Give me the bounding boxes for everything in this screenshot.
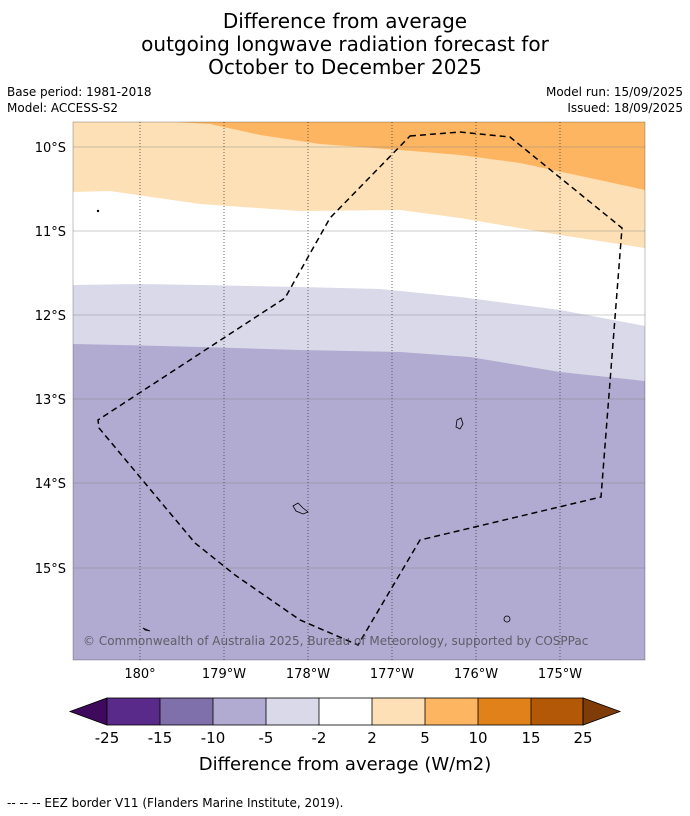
eez-legend: -- -- -- EEZ border V11 (Flanders Marine… — [7, 796, 344, 810]
island-5 — [96, 209, 100, 213]
map-area[interactable]: © Commonwealth of Australia 2025, Bureau… — [73, 122, 645, 660]
colorbar-swatch — [319, 698, 372, 725]
colorbar-swatch — [213, 698, 266, 725]
islands — [96, 209, 511, 632]
colorbar-swatch — [372, 698, 425, 725]
colorbar-tick: -2 — [312, 729, 327, 747]
colorbar-tick: 25 — [573, 729, 592, 747]
island-3 — [503, 615, 511, 623]
lon-label: 178°W — [286, 667, 330, 682]
copyright-text: © Commonwealth of Australia 2025, Bureau… — [83, 634, 588, 648]
lon-label: 179°W — [202, 667, 246, 682]
title-line-1: Difference from average — [222, 9, 468, 33]
colorbar-tick: -25 — [95, 729, 120, 747]
island-2 — [292, 502, 309, 515]
colorbar: -25 -15 -10 -5 -2 2 5 10 15 25 Differenc… — [68, 697, 622, 775]
lat-gridlines — [73, 146, 645, 569]
lat-label: 13°S — [35, 393, 66, 408]
lat-label: 11°S — [35, 225, 66, 240]
title-line-3: October to December 2025 — [208, 55, 482, 79]
lat-label: 14°S — [35, 477, 66, 492]
lon-label: 180° — [124, 667, 155, 682]
colorbar-label: Difference from average (W/m2) — [199, 754, 491, 775]
eez-border — [97, 131, 623, 646]
colorbar-swatch — [266, 698, 319, 725]
colorbar-swatch — [531, 698, 583, 725]
lon-labels: 180° 179°W 178°W 177°W 176°W 175°W — [124, 667, 582, 682]
colorbar-tick: -10 — [201, 729, 226, 747]
lat-label: 12°S — [35, 309, 66, 324]
colorbar-swatch — [107, 698, 160, 725]
lon-label: 176°W — [454, 667, 498, 682]
lon-label: 175°W — [538, 667, 582, 682]
colorbar-swatch-under — [68, 697, 108, 726]
model-name: Model: ACCESS-S2 — [7, 101, 119, 115]
lat-label: 15°S — [35, 562, 66, 577]
colorbar-tick: 2 — [367, 729, 377, 747]
lon-label: 177°W — [370, 667, 414, 682]
lat-labels: 10°S 11°S 12°S 13°S 14°S 15°S — [35, 141, 66, 577]
colorbar-ticks: -25 -15 -10 -5 -2 2 5 10 15 25 — [95, 729, 593, 747]
colorbar-tick: 10 — [468, 729, 487, 747]
colorbar-tick: -15 — [148, 729, 173, 747]
colorbar-tick: -5 — [259, 729, 274, 747]
title-line-2: outgoing longwave radiation forecast for — [141, 32, 549, 56]
colorbar-tick: 15 — [521, 729, 540, 747]
colorbar-swatch — [425, 698, 478, 725]
colorbar-swatch — [478, 698, 531, 725]
colorbar-swatch-over — [582, 697, 622, 726]
colorbar-swatch — [160, 698, 213, 725]
base-period: Base period: 1981-2018 — [7, 85, 152, 99]
issued-date: Issued: 18/09/2025 — [567, 101, 683, 115]
lat-label: 10°S — [35, 141, 66, 156]
map-frame — [72, 121, 646, 661]
model-run: Model run: 15/09/2025 — [545, 85, 683, 99]
colorbar-tick: 5 — [420, 729, 430, 747]
band-orange — [175, 122, 645, 190]
island-1 — [455, 417, 464, 430]
island-4 — [142, 627, 151, 632]
